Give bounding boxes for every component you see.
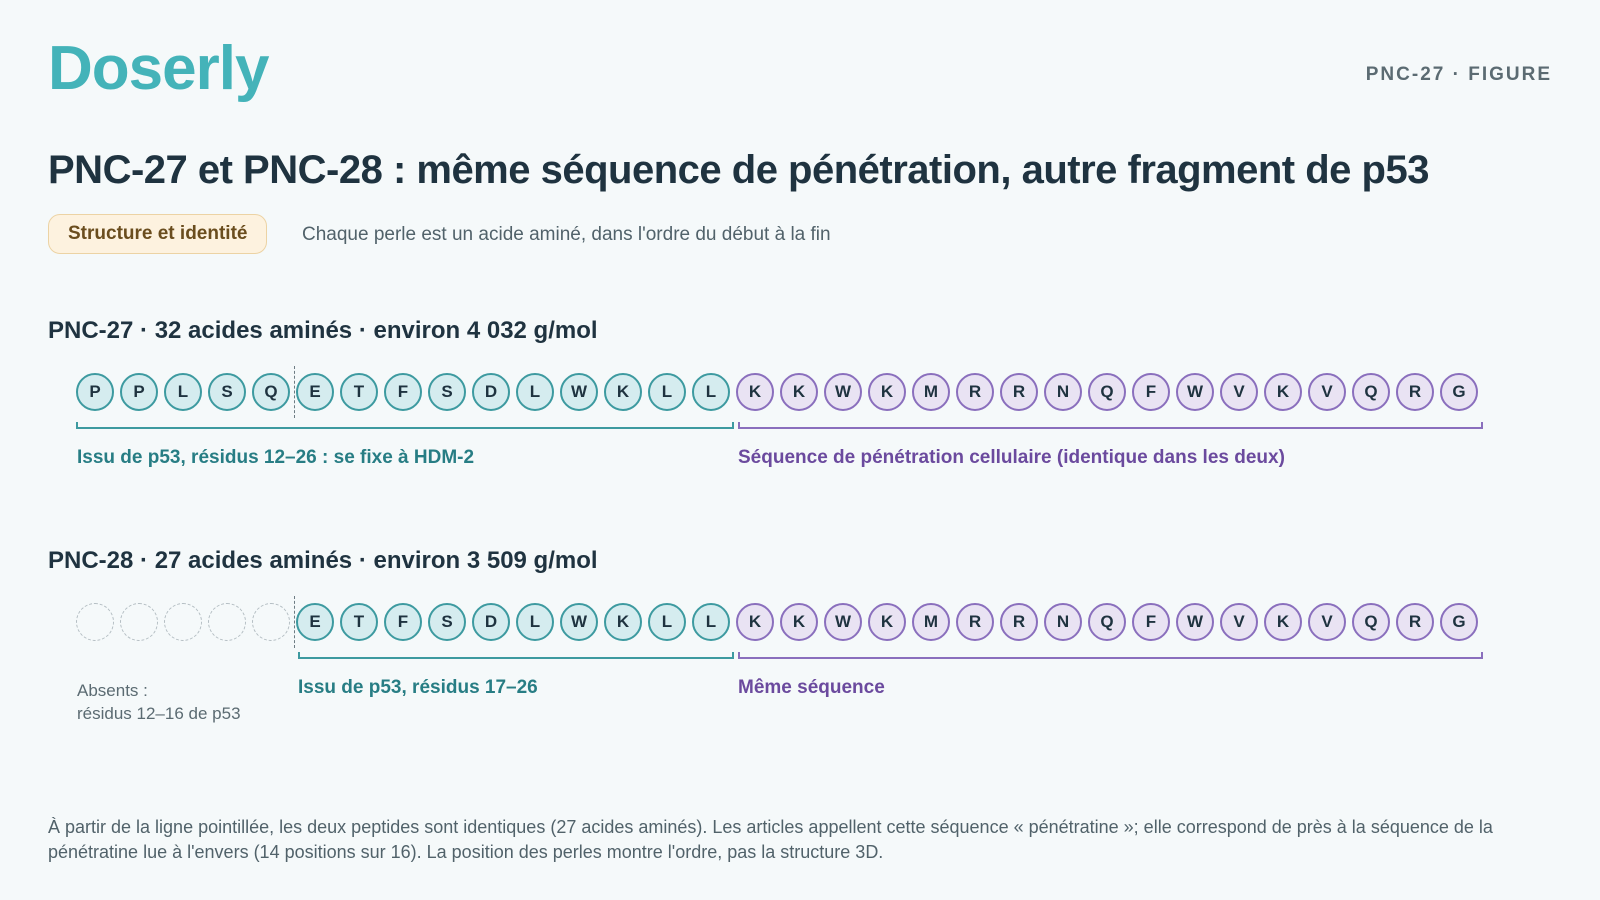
pnc28-absent-label-line1: Absents : <box>77 681 148 700</box>
residue-bead-p53: D <box>472 373 510 411</box>
residue-bead-penetration: F <box>1132 373 1170 411</box>
residue-bead-penetration: G <box>1440 373 1478 411</box>
residue-bead-penetration: K <box>868 373 906 411</box>
residue-bead-p53: L <box>516 373 554 411</box>
residue-bead-penetration: N <box>1044 373 1082 411</box>
absent-residue-bead <box>164 603 202 641</box>
pnc27-penetration-label: Séquence de pénétration cellulaire (iden… <box>738 447 1285 468</box>
residue-bead-penetration: K <box>780 373 818 411</box>
residue-bead-p53: E <box>296 373 334 411</box>
residue-bead-p53: F <box>384 603 422 641</box>
residue-bead-penetration: V <box>1308 603 1346 641</box>
residue-bead-p53: P <box>76 373 114 411</box>
residue-bead-penetration: K <box>1264 373 1302 411</box>
residue-bead-p53: L <box>648 373 686 411</box>
residue-bead-p53: W <box>560 603 598 641</box>
residue-bead-penetration: Q <box>1352 373 1390 411</box>
residue-bead-penetration: V <box>1308 373 1346 411</box>
residue-bead-p53: T <box>340 373 378 411</box>
residue-bead-penetration: Q <box>1352 603 1390 641</box>
residue-bead-penetration: K <box>1264 603 1302 641</box>
residue-bead-p53: S <box>428 603 466 641</box>
pnc27-identity-divider <box>294 366 295 418</box>
residue-bead-penetration: K <box>736 373 774 411</box>
residue-bead-p53: E <box>296 603 334 641</box>
pnc27-title: PNC-27 · 32 acides aminés · environ 4 03… <box>48 317 598 344</box>
residue-bead-p53: S <box>428 373 466 411</box>
residue-bead-penetration: R <box>1396 373 1434 411</box>
pnc27-p53-label: Issu de p53, résidus 12–26 : se fixe à H… <box>77 447 475 468</box>
pnc28-identity-divider <box>294 596 295 648</box>
residue-bead-penetration: M <box>912 373 950 411</box>
page-title: PNC-27 et PNC-28 : même séquence de péné… <box>48 148 1429 192</box>
residue-bead-penetration: V <box>1220 373 1258 411</box>
residue-bead-p53: T <box>340 603 378 641</box>
residue-bead-penetration: W <box>1176 603 1214 641</box>
residue-bead-penetration: Q <box>1088 603 1126 641</box>
figure-tag: PNC-27 · FIGURE <box>1365 64 1552 85</box>
pnc28-absent-label-line2: résidus 12–16 de p53 <box>77 704 241 723</box>
pnc27-penetration-bracket <box>738 422 1483 429</box>
pnc28-penetration-bracket <box>738 652 1483 659</box>
residue-bead-p53: L <box>692 373 730 411</box>
residue-bead-penetration: K <box>780 603 818 641</box>
residue-bead-penetration: W <box>824 373 862 411</box>
residue-bead-penetration: K <box>868 603 906 641</box>
residue-bead-penetration: N <box>1044 603 1082 641</box>
absent-residue-bead <box>120 603 158 641</box>
residue-bead-penetration: R <box>1000 373 1038 411</box>
pnc27-p53-bracket <box>76 422 734 429</box>
residue-bead-p53: K <box>604 373 642 411</box>
residue-bead-p53: D <box>472 603 510 641</box>
residue-bead-penetration: F <box>1132 603 1170 641</box>
pnc28-absent-label: Absents : résidus 12–16 de p53 <box>77 679 277 725</box>
pnc28-penetration-label: Même séquence <box>738 677 885 698</box>
residue-bead-penetration: R <box>1396 603 1434 641</box>
residue-bead-p53: L <box>648 603 686 641</box>
residue-bead-penetration: Q <box>1088 373 1126 411</box>
residue-bead-penetration: R <box>956 373 994 411</box>
residue-bead-p53: P <box>120 373 158 411</box>
residue-bead-penetration: W <box>1176 373 1214 411</box>
residue-bead-p53: L <box>516 603 554 641</box>
residue-bead-penetration: M <box>912 603 950 641</box>
residue-bead-penetration: K <box>736 603 774 641</box>
residue-bead-p53: Q <box>252 373 290 411</box>
doserly-logo: Doserly <box>48 34 269 103</box>
pnc28-p53-bracket <box>298 652 734 659</box>
category-pill: Structure et identité <box>48 214 268 254</box>
absent-residue-bead <box>76 603 114 641</box>
residue-bead-p53: L <box>164 373 202 411</box>
residue-bead-penetration: R <box>1000 603 1038 641</box>
residue-bead-penetration: V <box>1220 603 1258 641</box>
residue-bead-p53: F <box>384 373 422 411</box>
residue-bead-p53: S <box>208 373 246 411</box>
residue-bead-p53: L <box>692 603 730 641</box>
absent-residue-bead <box>208 603 246 641</box>
pnc28-title: PNC-28 · 27 acides aminés · environ 3 50… <box>48 547 598 574</box>
residue-bead-p53: K <box>604 603 642 641</box>
footnote: À partir de la ligne pointillée, les deu… <box>48 817 1493 862</box>
pnc28-p53-label: Issu de p53, résidus 17–26 <box>298 677 538 698</box>
residue-bead-penetration: G <box>1440 603 1478 641</box>
residue-bead-p53: W <box>560 373 598 411</box>
residue-bead-penetration: W <box>824 603 862 641</box>
absent-residue-bead <box>252 603 290 641</box>
residue-bead-penetration: R <box>956 603 994 641</box>
page-subtitle: Chaque perle est un acide aminé, dans l'… <box>302 224 831 245</box>
